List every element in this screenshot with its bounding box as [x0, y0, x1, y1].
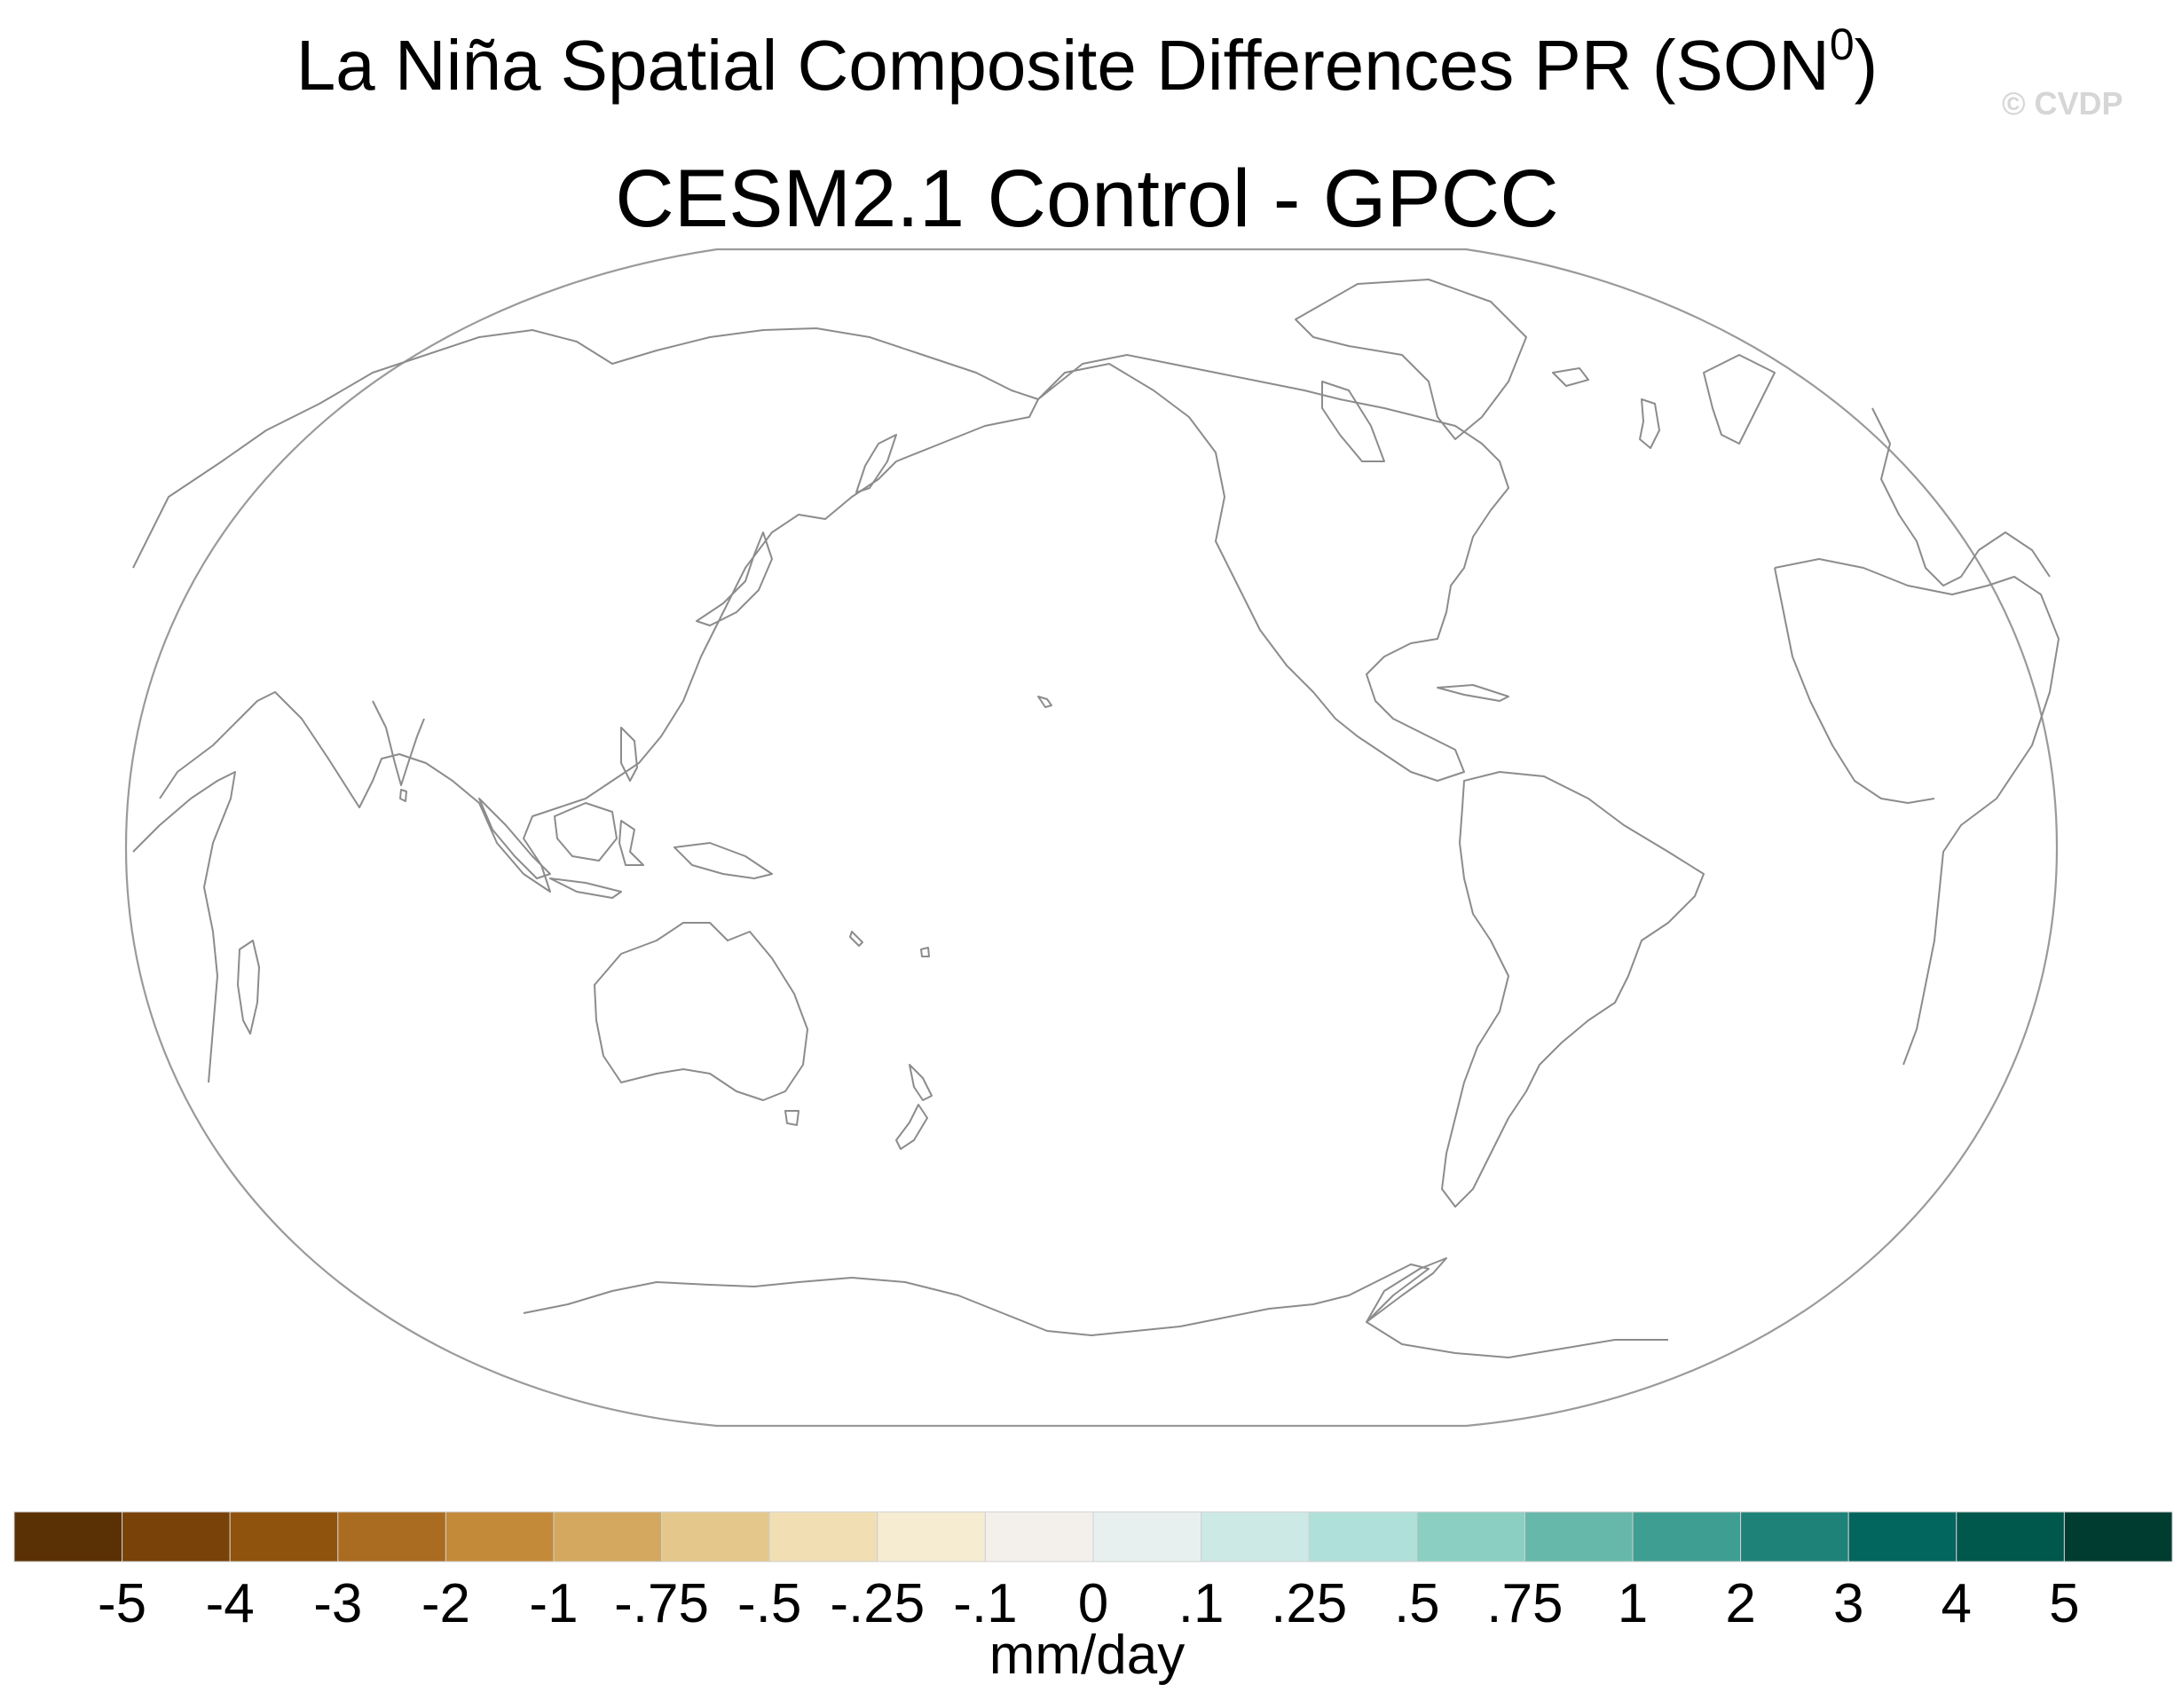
coast-antarctic-peninsula [1366, 1257, 1447, 1323]
coast-eurasia [132, 327, 1039, 893]
coast-new-caledonia [849, 931, 863, 947]
colorbar: -5 -4 -3 -2 -1 -.75 -.5 -.25 -.1 0 .1 .25 .5 .75 1 2 3 4 5 [13, 1511, 2173, 1634]
colorbar-tick-label: -.1 [953, 1573, 1017, 1634]
coast-japan [696, 531, 773, 626]
colorbar-bin [1308, 1511, 1418, 1562]
colorbar-tick-label: -5 [98, 1573, 146, 1634]
colorbar-bin [2063, 1511, 2173, 1562]
coast-fiji [920, 947, 930, 957]
colorbar-tick-label: 2 [1725, 1573, 1755, 1634]
colorbar-bin [1416, 1511, 1525, 1562]
colorbar-bin [13, 1511, 123, 1562]
coastlines [132, 279, 2060, 1358]
coast-africa [132, 771, 236, 1083]
title-close: ) [1854, 26, 1879, 105]
colorbar-tick-label: .25 [1271, 1573, 1347, 1634]
colorbar-tick-label: .5 [1394, 1573, 1440, 1634]
colorbar-bin [337, 1511, 446, 1562]
coast-java [549, 878, 622, 899]
colorbar-bin [984, 1511, 1094, 1562]
colorbar-bin [768, 1511, 878, 1562]
coast-west-africa-bulge [1774, 567, 1935, 804]
coast-new-guinea [673, 842, 773, 879]
coast-philippines [620, 727, 638, 782]
colorbar-bin [1956, 1511, 2065, 1562]
coast-north-america [1037, 354, 1509, 782]
coast-west-africa [1774, 558, 2060, 1066]
colorbar-tick-label: 1 [1618, 1573, 1648, 1634]
coast-sumatra [478, 798, 551, 879]
colorbar-tick-label: -.5 [737, 1573, 801, 1634]
colorbar-tick-label: -.75 [614, 1573, 709, 1634]
colorbar-bin [661, 1511, 770, 1562]
title-superscript: 0 [1829, 20, 1855, 69]
chart-title: La Niña Spatial Composite Differences PR… [0, 20, 2174, 106]
colorbar-units: mm/day [989, 1625, 1185, 1686]
colorbar-tick-label: -.25 [830, 1573, 925, 1634]
coast-europe [1871, 407, 2051, 586]
colorbar-tick-label: .75 [1486, 1573, 1563, 1634]
watermark: © CVDP [2002, 85, 2123, 122]
title-main: La Niña Spatial Composite Differences PR… [295, 26, 1830, 105]
colorbar-bin [553, 1511, 663, 1562]
coast-sri-lanka [399, 789, 407, 802]
coast-britain [1639, 398, 1660, 449]
coast-new-zealand-south [895, 1104, 928, 1150]
coast-kamchatka [855, 434, 897, 493]
colorbar-bin [1092, 1511, 1202, 1562]
colorbar-bin [1632, 1511, 1742, 1562]
chart-subtitle: CESM2.1 Control - GPCC [615, 153, 1559, 244]
coast-antarctica [523, 1263, 1668, 1358]
colorbar-tick-label: .1 [1178, 1573, 1225, 1634]
colorbar-tick-label: -4 [206, 1573, 255, 1634]
colorbar-bin [877, 1511, 986, 1562]
colorbar-tick-label: -1 [529, 1573, 578, 1634]
colorbar-tick-label: 3 [1833, 1573, 1863, 1634]
colorbar-tick-label: 0 [1078, 1573, 1108, 1634]
colorbar-bin [445, 1511, 555, 1562]
colorbar-tick-label: 5 [2049, 1573, 2079, 1634]
coast-india [372, 700, 425, 786]
colorbar-tick-label: 4 [1942, 1573, 1972, 1634]
colorbar-bin [1847, 1511, 1957, 1562]
colorbar-bin [1201, 1511, 1310, 1562]
coast-new-zealand-north [909, 1064, 933, 1101]
coast-tasmania [784, 1110, 799, 1126]
coast-baffin [1321, 381, 1385, 462]
colorbar-tick-label: -2 [421, 1573, 470, 1634]
coast-south-america [1441, 771, 1705, 1208]
coast-madagascar [237, 940, 260, 1035]
coast-sulawesi [618, 820, 644, 866]
map-outline [124, 248, 2059, 1428]
colorbar-bin [229, 1511, 339, 1562]
colorbar-bin [122, 1511, 231, 1562]
colorbar-bin [1740, 1511, 1849, 1562]
coast-scandinavia [1703, 354, 1776, 445]
colorbar-tick-label: -3 [313, 1573, 362, 1634]
colorbar-bin [1524, 1511, 1634, 1562]
coast-greenland [1295, 279, 1527, 440]
coast-hawaii [1037, 696, 1052, 708]
coast-iceland [1552, 367, 1589, 387]
coast-borneo [554, 802, 618, 862]
coast-australia [594, 922, 808, 1101]
coast-cuba [1437, 684, 1509, 702]
